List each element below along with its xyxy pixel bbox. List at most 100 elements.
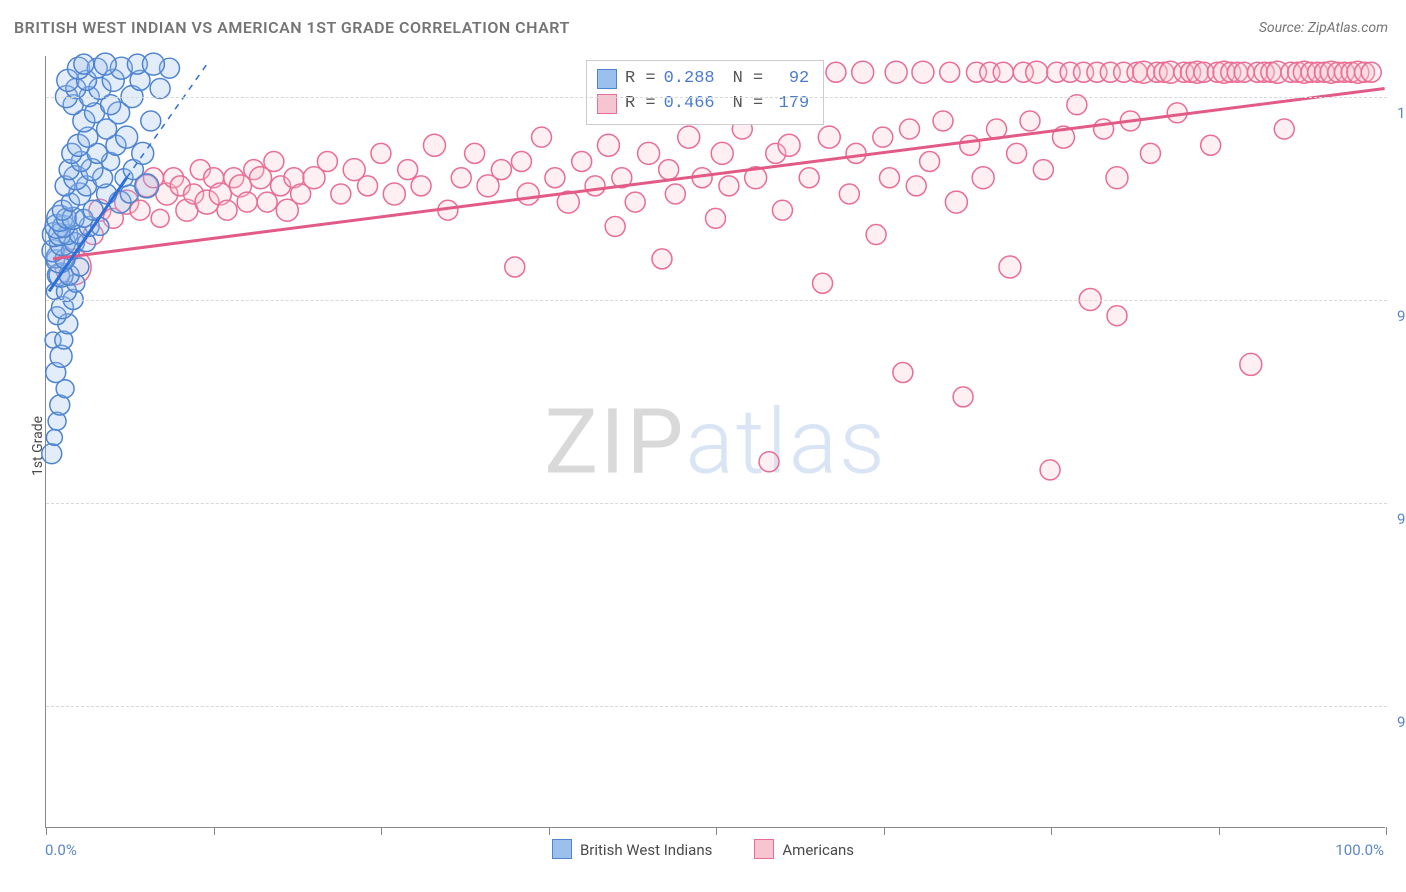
y-tick-label: 95.0% <box>1387 510 1406 528</box>
data-point <box>132 142 154 164</box>
data-point <box>813 273 833 293</box>
gridline <box>46 300 1387 301</box>
y-tick-label: 97.5% <box>1387 307 1406 325</box>
data-point <box>264 152 284 172</box>
data-point <box>398 160 418 180</box>
data-point <box>719 176 739 196</box>
y-tick-label: 92.5% <box>1387 713 1406 731</box>
data-point <box>638 142 660 164</box>
data-point <box>625 192 645 212</box>
data-point <box>141 111 161 131</box>
legend-label: Americans <box>782 841 854 859</box>
data-point <box>652 249 672 269</box>
stats-r-label: R = <box>625 92 656 117</box>
stats-r-value: 0.466 <box>664 92 715 117</box>
stats-n-value: 92 <box>771 67 809 92</box>
data-point <box>953 387 973 407</box>
data-point <box>358 176 378 196</box>
data-point <box>130 200 150 220</box>
plot-area: ZIPatlas R =0.288N =92R =0.466N =179 92.… <box>45 56 1385 828</box>
gridline <box>46 706 1387 707</box>
stats-r-value: 0.288 <box>664 67 715 92</box>
data-point <box>879 168 899 188</box>
data-point <box>659 160 679 180</box>
data-point <box>960 135 980 155</box>
legend-label: British West Indians <box>580 841 712 859</box>
data-point <box>759 452 779 472</box>
data-point <box>893 363 913 383</box>
data-point <box>142 53 164 75</box>
legend: British West Indians Americans <box>0 839 1406 859</box>
legend-item: British West Indians <box>552 839 712 859</box>
data-point <box>1140 143 1160 163</box>
data-point <box>1033 160 1053 180</box>
data-point <box>1067 95 1087 115</box>
data-point <box>818 126 840 148</box>
data-point <box>317 152 337 172</box>
data-point <box>920 152 940 172</box>
stats-r-label: R = <box>625 67 656 92</box>
data-point <box>237 192 257 212</box>
data-point <box>46 429 62 445</box>
stats-row: R =0.288N =92 <box>597 67 809 92</box>
data-point <box>993 62 1013 82</box>
data-point <box>94 53 116 75</box>
data-point <box>1040 460 1060 480</box>
data-point <box>257 192 277 212</box>
data-point <box>912 61 934 83</box>
data-point <box>42 444 62 464</box>
data-point <box>933 111 953 131</box>
data-point <box>866 225 886 245</box>
data-point <box>451 168 471 188</box>
data-point <box>532 127 552 147</box>
data-point <box>423 134 445 156</box>
y-axis-label: 1st Grade <box>30 416 46 476</box>
legend-item: Americans <box>754 839 854 859</box>
data-point <box>873 127 893 147</box>
data-point <box>711 142 733 164</box>
data-point <box>706 208 726 228</box>
data-point <box>1107 306 1127 326</box>
data-point <box>511 152 531 172</box>
data-point <box>839 184 859 204</box>
data-point <box>517 183 539 205</box>
data-point <box>150 78 170 98</box>
legend-swatch-icon <box>552 839 572 859</box>
data-point <box>972 167 994 189</box>
x-tick <box>1386 827 1387 835</box>
data-point <box>945 191 967 213</box>
data-point <box>371 143 391 163</box>
x-tick <box>46 827 47 835</box>
x-tick <box>884 827 885 835</box>
data-point <box>772 200 792 220</box>
data-point <box>1106 167 1128 189</box>
x-tick <box>549 827 550 835</box>
chart-title: BRITISH WEST INDIAN VS AMERICAN 1ST GRAD… <box>14 18 570 37</box>
data-point <box>505 257 525 277</box>
data-point <box>852 61 874 83</box>
data-point <box>940 62 960 82</box>
data-point <box>383 183 405 205</box>
data-point <box>597 134 619 156</box>
stats-legend-box: R =0.288N =92R =0.466N =179 <box>586 60 824 125</box>
data-point <box>74 54 94 74</box>
stats-n-value: 179 <box>771 92 809 117</box>
stats-row: R =0.466N =179 <box>597 92 809 117</box>
data-point <box>1026 61 1048 83</box>
data-point <box>826 62 846 82</box>
data-point <box>900 119 920 139</box>
data-point <box>1007 143 1027 163</box>
data-point <box>1274 119 1294 139</box>
x-tick <box>381 827 382 835</box>
data-point <box>665 184 685 204</box>
data-point <box>999 256 1021 278</box>
data-point <box>1240 353 1262 375</box>
gridline <box>46 503 1387 504</box>
data-point <box>885 61 907 83</box>
gridline <box>46 97 1387 98</box>
x-tick <box>1051 827 1052 835</box>
x-tick <box>716 827 717 835</box>
data-point <box>1201 135 1221 155</box>
data-point <box>151 209 169 227</box>
data-point <box>585 176 605 196</box>
